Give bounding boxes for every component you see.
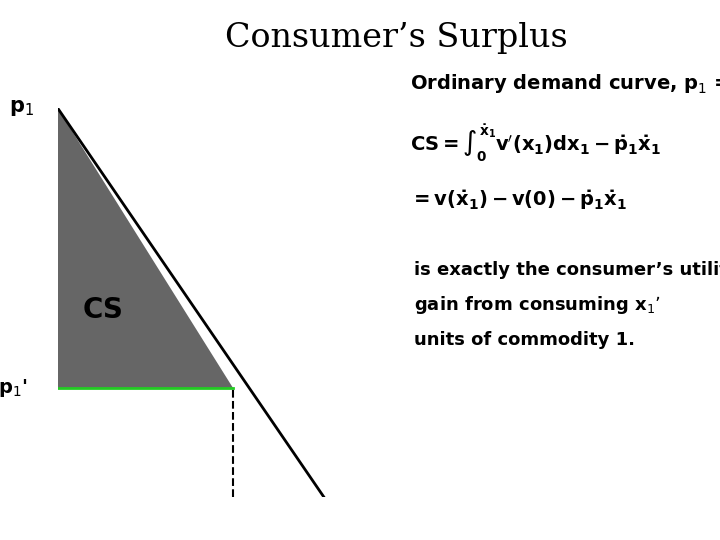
Text: Ordinary demand curve, p$_1$ = $\mathbf{v'(x_1)}$: Ordinary demand curve, p$_1$ = $\mathbf{… (410, 72, 720, 96)
Text: $\mathbf{CS = \int_0^{\dot{x}_1} v'(x_1)dx_1 - \dot{p}_1\dot{x}_1}$: $\mathbf{CS = \int_0^{\dot{x}_1} v'(x_1)… (410, 123, 662, 164)
Text: CS: CS (83, 296, 123, 324)
Text: is exactly the consumer’s utility: is exactly the consumer’s utility (414, 261, 720, 279)
Text: p$_1$: p$_1$ (9, 98, 34, 118)
Polygon shape (58, 108, 233, 388)
Text: units of commodity 1.: units of commodity 1. (414, 331, 635, 349)
Text: Consumer’s Surplus: Consumer’s Surplus (225, 22, 567, 53)
Text: p$_1$': p$_1$' (0, 377, 27, 399)
Text: gain from consuming x$_1$’: gain from consuming x$_1$’ (414, 294, 661, 316)
Text: $\mathbf{= v(\dot{x}_1) - v(0) - \dot{p}_1\dot{x}_1}$: $\mathbf{= v(\dot{x}_1) - v(0) - \dot{p}… (410, 188, 627, 212)
